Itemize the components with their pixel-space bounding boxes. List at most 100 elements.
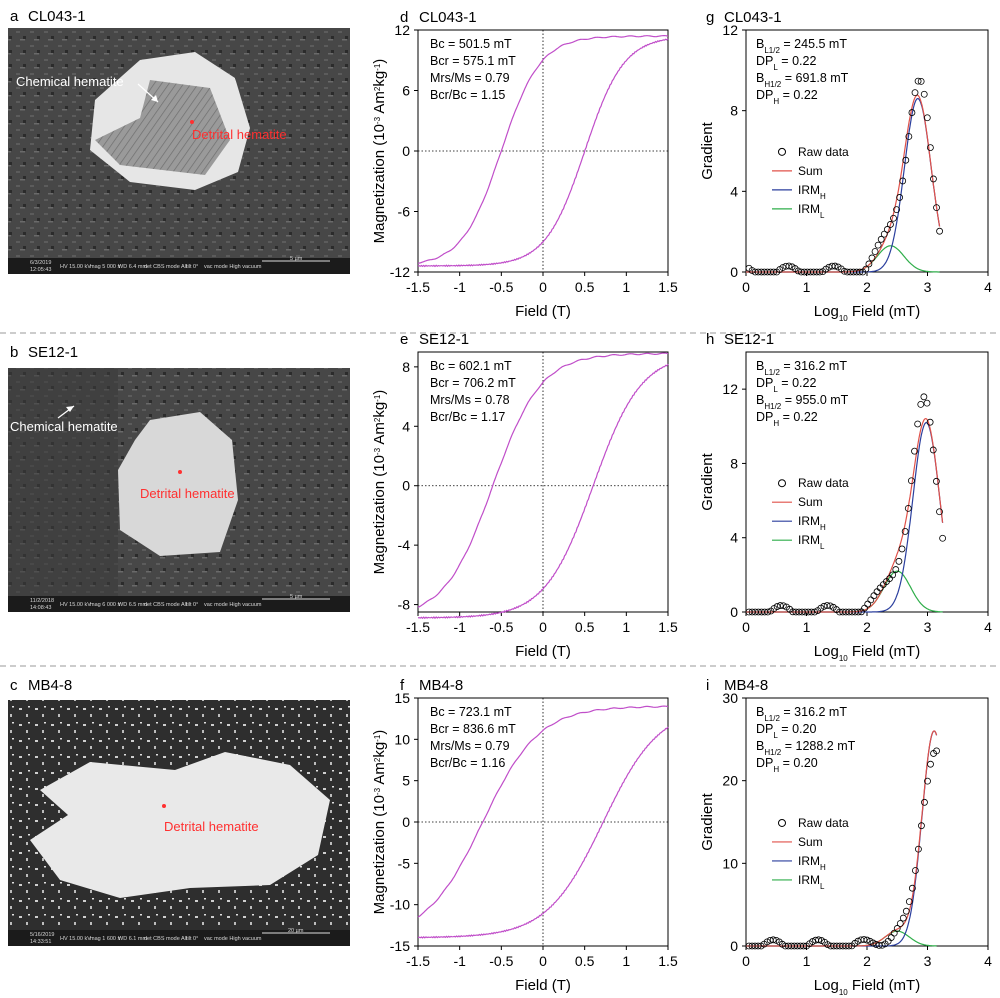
- y-tick-label: -12: [390, 264, 410, 280]
- irm-h-curve: [746, 421, 944, 613]
- raw-data-point: [929, 446, 937, 454]
- raw-data-point: [871, 248, 879, 255]
- detrital-label: Detrital hematite: [192, 127, 287, 142]
- panel-sample: SE12-1: [419, 331, 469, 348]
- sem-panel-c: c MB4-8 Detrital hematite 5/16/201914:33…: [8, 677, 350, 946]
- irm-l-curve: [746, 245, 940, 273]
- legend-label: IRML: [798, 533, 825, 551]
- hysteresis-ascending-branch: [417, 363, 669, 620]
- sem-shadow: [8, 368, 118, 598]
- x-tick-label: -1: [453, 279, 466, 295]
- y-tick-label: 6: [402, 83, 410, 99]
- arrow-head: [151, 95, 158, 102]
- raw-data-point: [816, 268, 824, 276]
- y-tick-label: 15: [394, 690, 410, 706]
- irm-chart-i: 0 1 2 3 4 0 10 20 30 Log10 Field (mT) Gradient i MB4…: [699, 677, 992, 997]
- stat-line: BL1/2 = 245.5 mT: [756, 37, 847, 55]
- panel-letter: i: [706, 677, 709, 694]
- stat-line: DPH = 0.22: [756, 88, 818, 106]
- sem-info-text: mag 5 000 x: [90, 264, 121, 270]
- x-tick-label: 1: [803, 619, 811, 635]
- scale-label: 5 µm: [290, 256, 303, 262]
- detrital-marker: [162, 804, 166, 808]
- raw-data-point: [854, 608, 862, 616]
- sem-info-text: mag 6 000 x: [90, 602, 121, 608]
- sem-info-text: WD 6.1 mm: [118, 936, 147, 942]
- raw-data-point: [867, 596, 875, 604]
- raw-data-point: [864, 600, 872, 608]
- legend-label: Raw data: [798, 816, 849, 830]
- stat-line: Bc = 501.5 mT: [430, 37, 512, 51]
- raw-data-point: [923, 399, 931, 407]
- legend-label: Sum: [798, 495, 823, 509]
- y-tick-label: -15: [390, 938, 410, 954]
- raw-data-point: [854, 937, 862, 945]
- sem-info-bar: [8, 258, 350, 274]
- x-axis-label: Field (T): [515, 303, 571, 320]
- x-tick-label: 4: [984, 953, 992, 969]
- panel-sample: SE12-1: [28, 344, 78, 361]
- raw-data-point: [902, 907, 910, 915]
- raw-data-point: [923, 114, 931, 122]
- y-axis-label: Gradient: [699, 452, 716, 510]
- y-tick-label: 20: [722, 773, 738, 789]
- raw-data-point: [868, 254, 876, 262]
- y-tick-label: 12: [394, 22, 410, 38]
- raw-data-point: [873, 588, 881, 596]
- legend-label: Raw data: [798, 476, 849, 490]
- sem-info-text: HV 15.00 kV: [60, 264, 91, 270]
- stat-line: Bcr = 575.1 mT: [430, 54, 516, 68]
- raw-data-point: [887, 221, 894, 228]
- raw-data-point: [779, 602, 787, 610]
- y-axis-label: Gradient: [699, 121, 716, 179]
- sem-panel-a: a CL043-1 Chemical hematite Detrital hem…: [8, 8, 350, 274]
- hysteresis-descending-branch: [417, 705, 669, 918]
- y-tick-label: 0: [730, 264, 738, 280]
- raw-data-point: [908, 109, 916, 116]
- y-tick-label: -5: [398, 855, 411, 871]
- raw-data-point: [895, 557, 903, 565]
- panel-letter: a: [10, 8, 19, 25]
- raw-data-point: [921, 798, 928, 806]
- raw-data-point: [918, 822, 925, 830]
- y-tick-label: 4: [730, 183, 738, 199]
- x-tick-label: 1: [622, 619, 630, 635]
- raw-data-point: [845, 942, 853, 950]
- x-tick-label: -1: [453, 953, 466, 969]
- y-tick-label: 8: [730, 103, 738, 119]
- sem-info-text: vac mode High vacuum: [204, 936, 262, 942]
- raw-data-point: [905, 133, 913, 140]
- y-tick-label: -4: [398, 537, 411, 553]
- legend-raw-marker: [778, 818, 786, 827]
- raw-data-point: [905, 898, 913, 906]
- legend-raw-marker: [778, 479, 786, 488]
- panel-letter: g: [706, 9, 714, 26]
- x-tick-label: -0.5: [489, 953, 513, 969]
- y-tick-label: 12: [722, 22, 738, 38]
- x-tick-label: 1.5: [658, 619, 678, 635]
- x-tick-label: 1.5: [658, 279, 678, 295]
- raw-data-point: [769, 936, 777, 944]
- raw-data-point: [926, 418, 934, 426]
- x-tick-label: 0: [742, 279, 750, 295]
- sum-curve: [746, 417, 944, 613]
- stat-line: BH1/2 = 1288.2 mT: [756, 739, 856, 757]
- plot-frame: [745, 351, 989, 613]
- raw-data-point: [877, 235, 885, 243]
- y-tick-label: 0: [402, 143, 410, 159]
- raw-data-point: [917, 78, 925, 85]
- x-tick-label: 2: [863, 953, 871, 969]
- stat-line: Bc = 723.1 mT: [430, 705, 512, 719]
- raw-data-point: [898, 545, 906, 553]
- raw-data-point: [933, 747, 940, 755]
- y-axis-label: Magnetization (10-3 Am2kg-1): [371, 59, 388, 244]
- y-tick-label: 0: [730, 938, 738, 954]
- raw-data-point: [826, 602, 834, 610]
- legend-label: IRML: [798, 202, 825, 220]
- x-tick-label: -1.5: [406, 953, 430, 969]
- stat-line: Bcr/Bc = 1.15: [430, 88, 505, 102]
- x-tick-label: 1: [803, 953, 811, 969]
- y-axis-label: Magnetization (10-3 Am2kg-1): [371, 730, 388, 915]
- raw-data-point: [927, 760, 934, 768]
